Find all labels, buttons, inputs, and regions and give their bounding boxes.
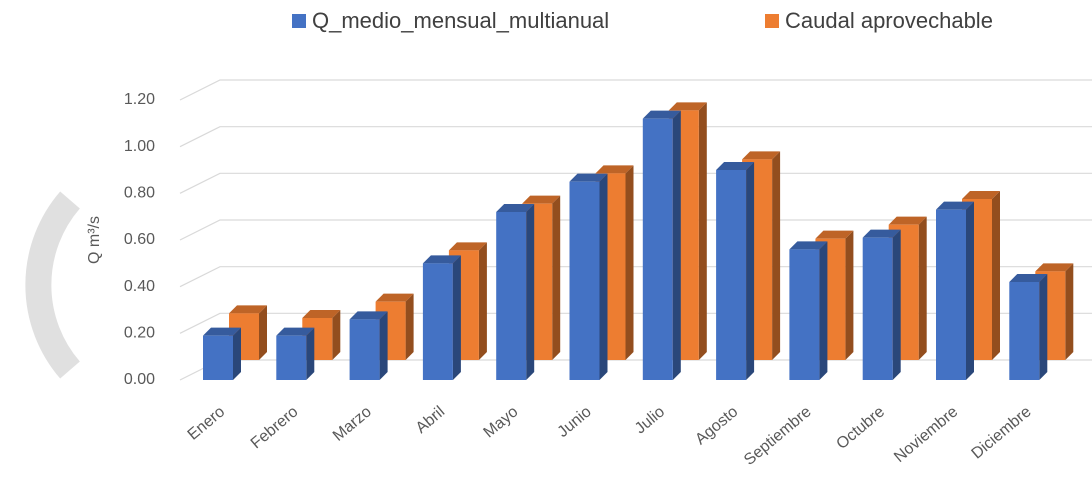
bar-top (742, 151, 781, 160)
bar-top (595, 165, 634, 174)
bar-top (862, 229, 901, 238)
bar-side (478, 242, 487, 360)
bar (789, 249, 820, 380)
x-tick-label: Agosto (692, 403, 741, 448)
bar-side (259, 305, 267, 360)
bar-top (229, 305, 267, 314)
bar-side (772, 151, 781, 360)
bar-side (552, 195, 561, 360)
bar-top (936, 201, 974, 210)
bar (1009, 282, 1040, 380)
y-tick-label: 1.20 (124, 91, 155, 108)
bar-top (1035, 263, 1074, 272)
x-tick-label: Mayo (481, 403, 522, 441)
bar (716, 170, 747, 380)
y-tick-label: 0.20 (124, 325, 155, 342)
x-tick-label: Febrero (248, 403, 302, 452)
bar (276, 335, 307, 380)
bar-side (992, 191, 1000, 360)
bar-top (789, 241, 828, 250)
bar-side (698, 102, 707, 360)
x-tick-label: Marzo (330, 403, 375, 445)
bar-side (625, 165, 634, 360)
bar-side (746, 162, 755, 380)
bar-top (276, 327, 315, 336)
bar-top (888, 216, 927, 225)
bar-side (918, 216, 927, 360)
bar (349, 319, 380, 380)
x-tick-label: Diciembre (968, 403, 1034, 462)
bar-top (448, 242, 487, 251)
bar-side (405, 293, 414, 360)
legend-swatch (292, 14, 306, 28)
bar (862, 237, 893, 380)
y-tick-label: 0.80 (124, 185, 155, 202)
x-tick-label: Noviembre (891, 403, 961, 466)
bar-top (642, 110, 681, 119)
bar-top (716, 162, 755, 170)
bar-side (892, 229, 901, 380)
x-tick-label: Junio (555, 403, 595, 441)
y-axis-label: Q m³/s (86, 216, 103, 264)
bar (422, 263, 453, 380)
y-tick-label: 0.60 (124, 231, 155, 248)
bar-side (332, 310, 341, 360)
bar (203, 335, 233, 380)
bar-side (599, 173, 608, 380)
bar-top (203, 327, 241, 336)
legend-label: Q_medio_mensual_multianual (312, 8, 609, 33)
bar-top (422, 255, 461, 264)
bar (642, 118, 673, 381)
bar-top (1009, 274, 1048, 282)
grid-line (179, 126, 1092, 148)
bar-side (233, 327, 241, 380)
bar-top (668, 102, 707, 111)
x-tick-label: Abril (413, 403, 448, 437)
bar-top (522, 195, 561, 204)
bar-side (672, 110, 681, 381)
bar-top (349, 311, 388, 320)
x-tick-label: Enero (185, 403, 229, 444)
grid-line (179, 79, 1092, 101)
bar-side (845, 230, 854, 360)
legend-label: Caudal aprovechable (785, 8, 993, 33)
bar-side (379, 311, 388, 380)
bar-side (819, 241, 828, 380)
bar-side (1039, 274, 1048, 380)
bar-side (526, 204, 535, 380)
bar-top (302, 310, 341, 318)
bar-top (815, 230, 854, 239)
legend-swatch (765, 14, 779, 28)
y-tick-label: 0.40 (124, 278, 155, 295)
x-tick-label: Julio (632, 403, 668, 437)
bar (496, 212, 527, 380)
bar-top (375, 293, 414, 302)
bar-top (496, 204, 535, 212)
bar-side (306, 327, 315, 380)
bar (936, 209, 966, 380)
bar-top (569, 173, 608, 182)
grid-line (179, 172, 1092, 194)
bar-side (1065, 263, 1074, 360)
y-tick-label: 0.00 (124, 371, 155, 388)
x-tick-label: Septiembre (741, 403, 815, 469)
x-tick-label: Octubre (833, 403, 888, 453)
grid-line (179, 219, 1092, 241)
bar-top (962, 191, 1000, 199)
bar-side (452, 255, 461, 380)
y-tick-label: 1.00 (124, 138, 155, 155)
bar-side (966, 201, 974, 380)
bar (569, 181, 600, 380)
decoration (25, 191, 81, 379)
